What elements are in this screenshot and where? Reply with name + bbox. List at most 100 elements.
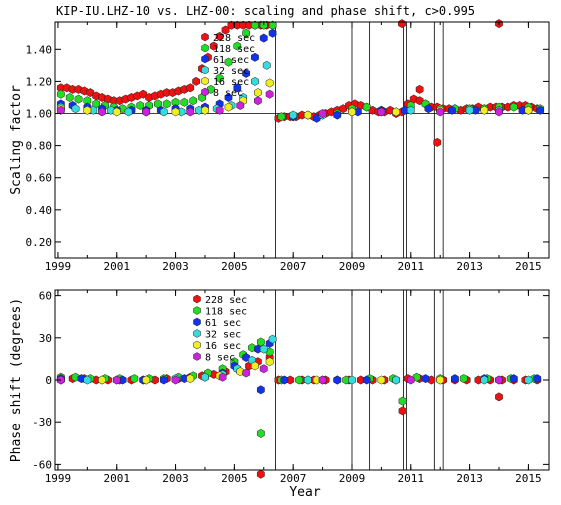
data-point [536,105,545,115]
legend-label: 32 sec [205,330,241,341]
legend-label: 32 sec [213,66,249,77]
data-point [192,76,201,86]
legend-label: 118 sec [205,307,247,318]
data-point [62,83,71,93]
data-point [377,107,386,117]
data-point [303,375,312,385]
data-point [451,374,459,384]
data-point [459,374,468,384]
data-point [256,385,265,395]
data-point [277,112,286,122]
data-point [98,107,106,117]
y-tick-label: 0.80 [26,140,53,153]
data-point [248,343,256,353]
data-point [251,52,259,62]
y-tick-label: -60 [32,458,52,471]
data-point [509,374,518,384]
x-tick-label: 2015 [515,260,542,273]
data-point [256,469,265,479]
data-point [392,107,400,117]
data-point [142,107,151,117]
data-point [398,406,407,416]
legend-label: 8 sec [213,88,243,99]
data-point [233,41,242,51]
data-point [259,344,268,354]
legend-label: 228 sec [205,295,247,306]
data-point [268,28,277,38]
y-tick-label: 1.00 [26,108,53,121]
data-point [348,107,356,117]
data-point [524,375,533,385]
data-point [215,105,224,115]
data-point [242,368,251,378]
data-point [136,101,145,110]
data-point [139,89,148,99]
x-axis-label: Year [289,485,320,500]
data-point [495,107,503,117]
legend-label: 61 sec [213,55,249,66]
x-tick-label: 2011 [398,260,425,273]
x-tick-label: 2005 [221,472,248,485]
data-point [86,88,95,98]
data-point [159,375,168,385]
y-axis-label: Phase shift (degrees) [9,298,24,462]
legend-marker [193,329,201,338]
x-tick-label: 2009 [339,260,366,273]
x-tick-label: 2009 [339,472,366,485]
data-point [295,375,303,385]
data-point [112,107,121,117]
legend-marker [193,306,201,315]
data-point [415,96,424,106]
x-tick-label: 2011 [398,472,425,485]
series-8-sec [56,89,503,118]
chart-title: KIP-IU.LHZ-10 vs. LHZ-00: scaling and ph… [56,4,475,18]
y-tick-label: 0.60 [26,172,53,185]
data-point [436,375,445,385]
data-point [448,105,456,115]
data-point [465,105,474,115]
series-118-sec [56,337,539,438]
data-point [480,375,489,385]
data-point [206,84,215,94]
data-point [406,105,415,115]
y-tick-label: 0 [45,374,52,387]
data-point [224,93,233,102]
legend-marker [193,317,201,327]
y-axis-label: Scaling factor [9,85,24,195]
x-tick-label: 2003 [162,260,189,273]
data-point [56,89,65,99]
data-point [218,372,227,382]
scaling-panel: 1999 2001 2003 2005 2007 2009 2011 2013 2015 0.20… [9,19,550,273]
data-point [421,374,430,384]
data-point [74,84,83,94]
data-point [377,375,386,385]
data-point [333,375,342,385]
data-point [130,374,139,384]
data-point [112,375,121,385]
legend-marker [201,54,209,64]
data-point [386,105,395,115]
legend-marker [201,87,209,97]
phase-panel: 1999 2001 2003 2005 2007 2009 2011 2013 2015 -60 -… [9,289,550,485]
x-tick-label: 1999 [45,472,72,485]
data-point [124,107,133,117]
data-point [436,107,445,117]
data-point [254,88,262,98]
data-point [256,337,265,347]
data-point [233,83,242,93]
data-point [224,57,233,67]
data-point [209,41,218,51]
data-point [83,375,92,385]
series-118-sec [56,20,545,122]
legend-label: 8 sec [205,353,235,364]
data-point [495,375,503,385]
data-point [180,97,189,107]
data-point [186,107,195,117]
x-tick-label: 2007 [280,472,307,485]
x-tick-label: 1999 [45,260,72,273]
data-point [318,109,327,118]
data-point [98,375,106,385]
data-point [80,86,89,96]
data-point [480,105,489,115]
